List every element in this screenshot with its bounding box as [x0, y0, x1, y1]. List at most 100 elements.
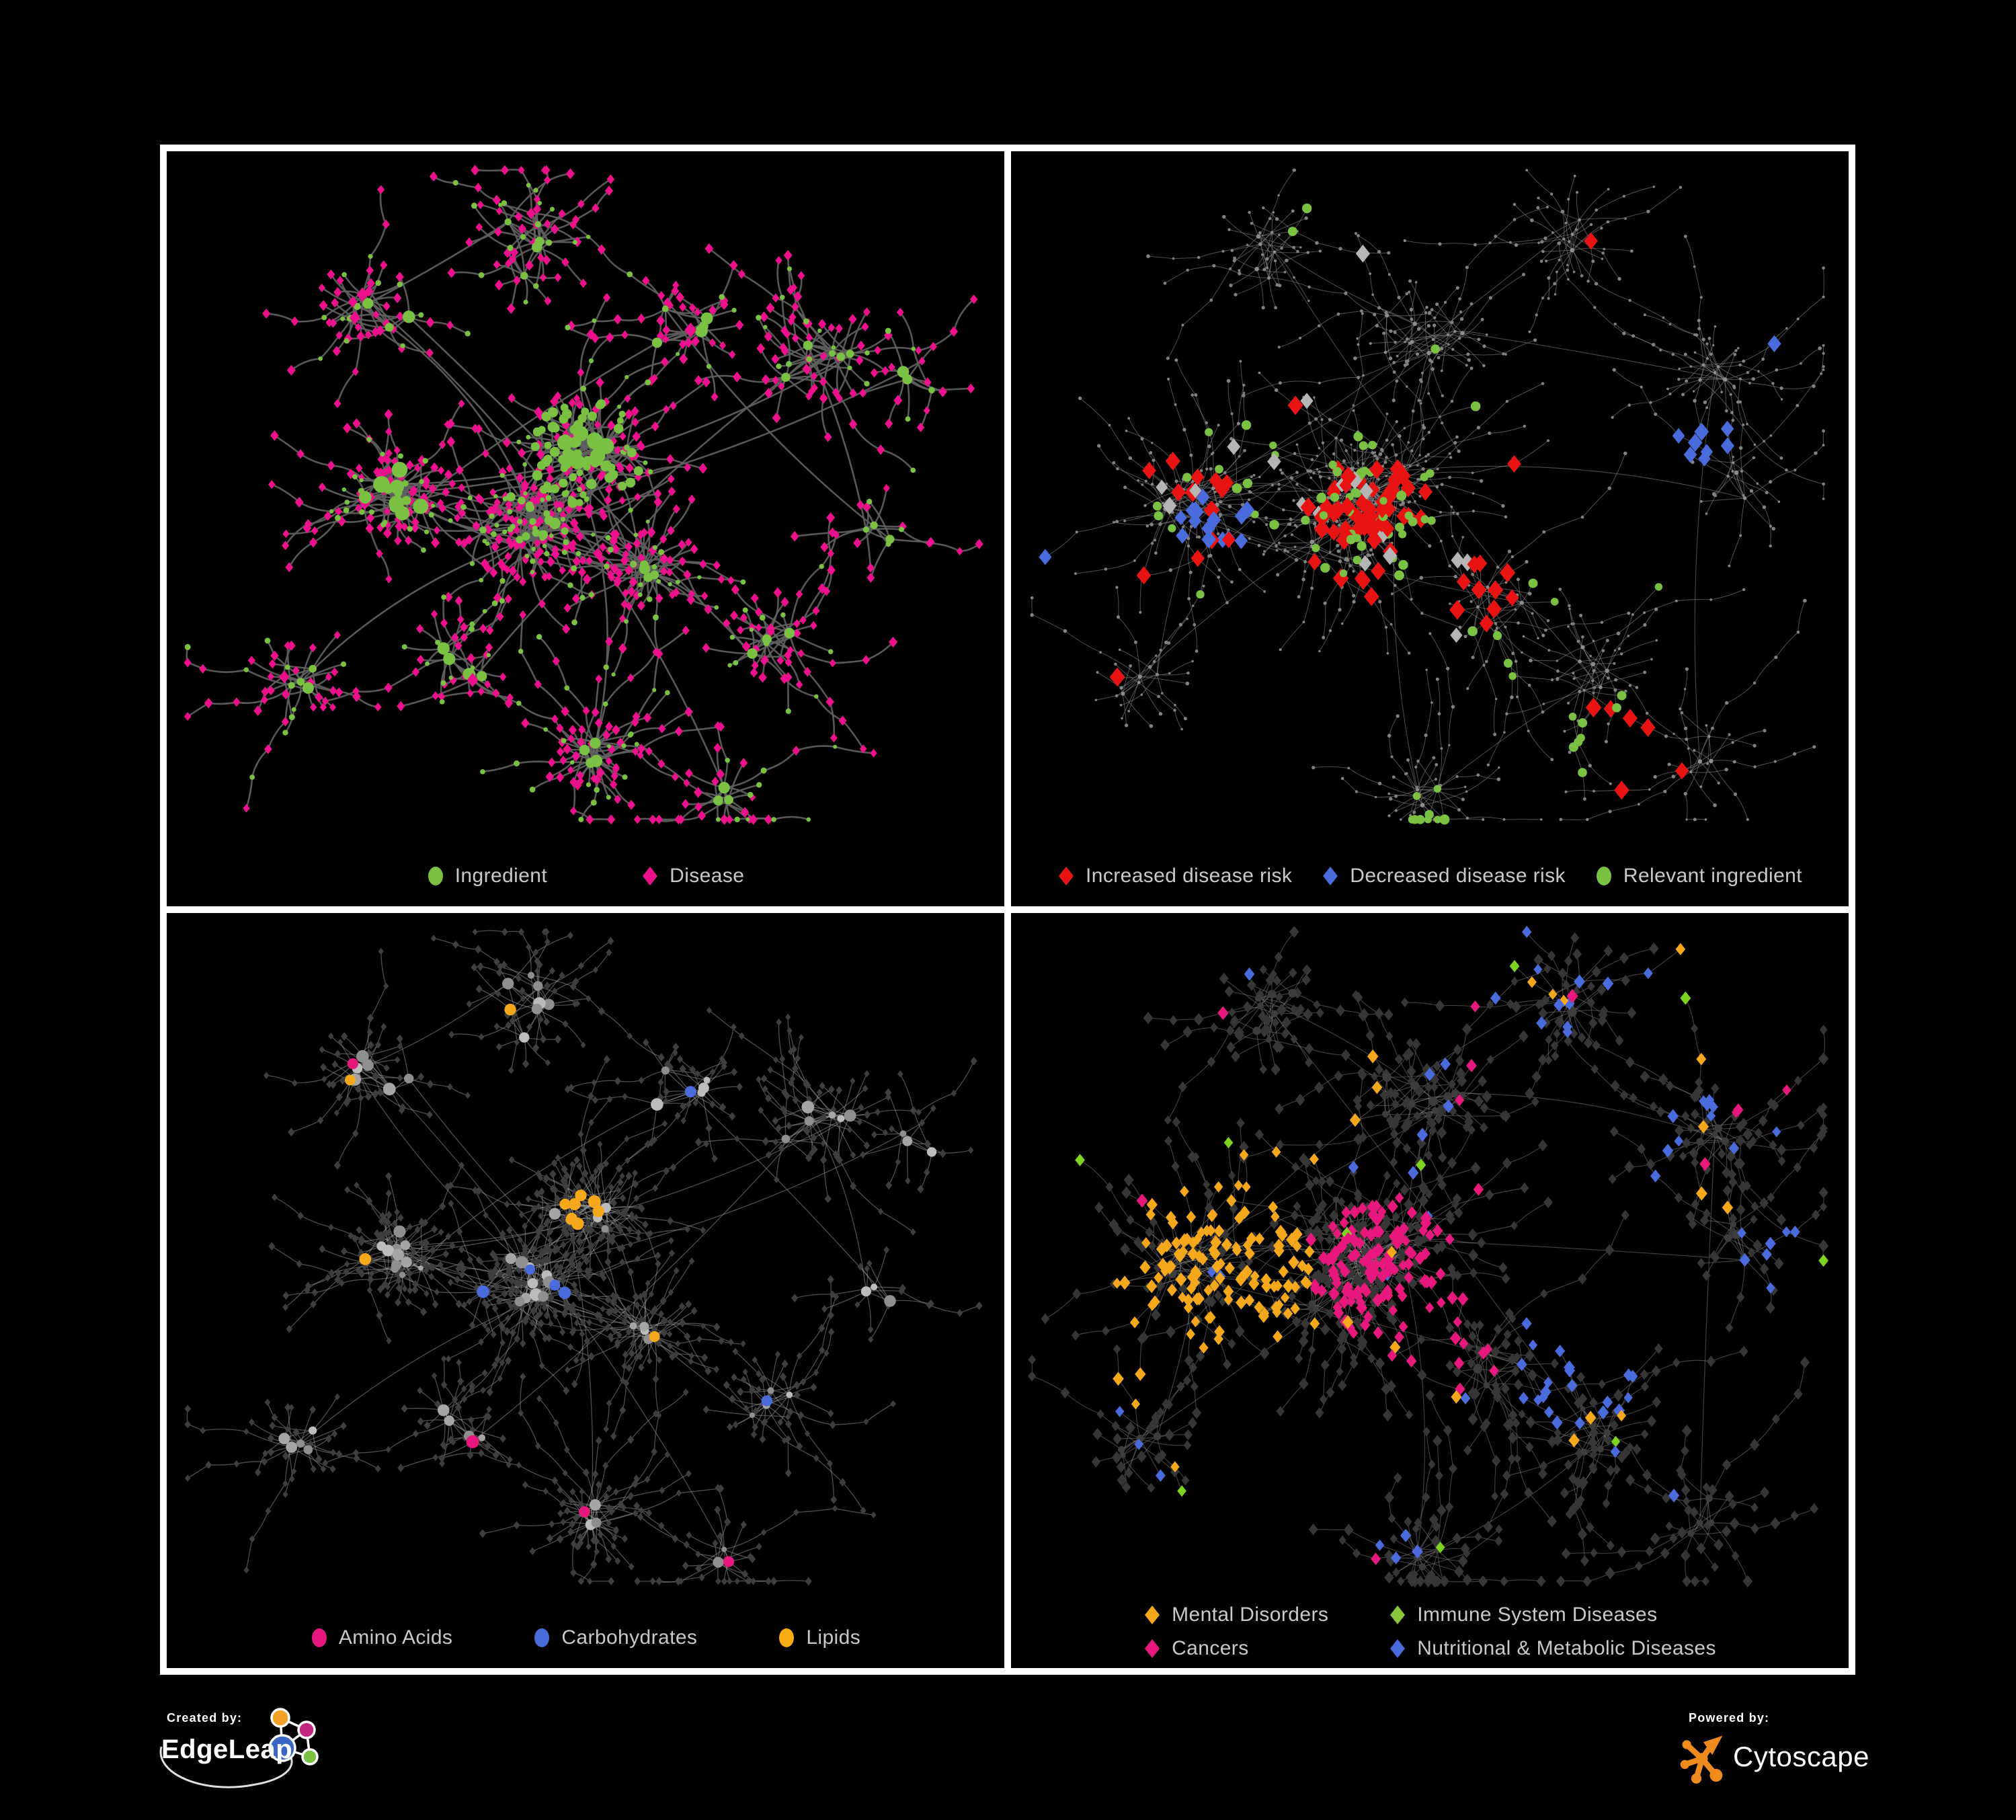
graph-node[interactable]: [1338, 247, 1342, 251]
graph-node[interactable]: [1320, 563, 1330, 573]
cytoscape-branding[interactable]: Cytoscape: [1677, 1729, 1869, 1784]
graph-node[interactable]: [827, 565, 836, 576]
graph-node[interactable]: [374, 1465, 381, 1473]
graph-node[interactable]: [1777, 500, 1781, 503]
graph-node[interactable]: [1819, 1025, 1828, 1035]
graph-node[interactable]: [713, 560, 721, 570]
graph-node[interactable]: [1572, 622, 1575, 625]
graph-node[interactable]: [690, 1306, 698, 1315]
graph-node[interactable]: [1738, 400, 1742, 404]
graph-node[interactable]: [786, 360, 792, 367]
graph-node[interactable]: [1295, 1093, 1305, 1106]
graph-node[interactable]: [1749, 489, 1754, 493]
graph-node[interactable]: [662, 405, 670, 414]
graph-node[interactable]: [533, 188, 538, 193]
graph-node[interactable]: [1188, 1362, 1198, 1373]
graph-node[interactable]: [340, 1421, 347, 1430]
graph-node[interactable]: [1162, 502, 1164, 505]
graph-node[interactable]: [492, 688, 500, 698]
graph-node[interactable]: [578, 1501, 584, 1508]
graph-node[interactable]: [605, 1554, 612, 1563]
graph-node[interactable]: [499, 1434, 507, 1443]
graph-node[interactable]: [534, 957, 540, 965]
graph-node[interactable]: [1443, 1425, 1453, 1436]
graph-node[interactable]: [1666, 1080, 1675, 1091]
graph-node[interactable]: [1458, 625, 1462, 629]
graph-node[interactable]: [1328, 1264, 1339, 1278]
graph-node[interactable]: [1375, 1357, 1385, 1370]
graph-node[interactable]: [243, 1567, 249, 1574]
graph-node[interactable]: [1471, 580, 1487, 600]
graph-node[interactable]: [684, 707, 693, 717]
graph-node[interactable]: [1318, 249, 1322, 253]
graph-node[interactable]: [355, 463, 363, 473]
graph-node[interactable]: [547, 1227, 554, 1236]
graph-node[interactable]: [1594, 282, 1599, 286]
graph-node[interactable]: [1394, 1271, 1405, 1284]
graph-node[interactable]: [483, 1212, 489, 1219]
graph-node[interactable]: [1396, 714, 1400, 718]
graph-node[interactable]: [613, 1526, 619, 1533]
graph-node[interactable]: [1528, 330, 1531, 333]
graph-node[interactable]: [567, 1256, 575, 1265]
graph-node[interactable]: [1583, 1037, 1593, 1049]
graph-node[interactable]: [938, 386, 947, 397]
graph-node[interactable]: [331, 667, 339, 677]
graph-node[interactable]: [1809, 1142, 1818, 1154]
graph-node[interactable]: [1383, 461, 1387, 464]
graph-node[interactable]: [282, 541, 290, 551]
graph-node[interactable]: [499, 598, 506, 604]
graph-node[interactable]: [1213, 1333, 1223, 1345]
graph-node[interactable]: [1248, 1277, 1260, 1291]
graph-node[interactable]: [519, 1032, 530, 1043]
graph-node[interactable]: [1712, 344, 1715, 347]
graph-node[interactable]: [1811, 1210, 1820, 1220]
graph-node[interactable]: [1412, 810, 1416, 814]
graph-node[interactable]: [1459, 310, 1462, 313]
graph-node[interactable]: [1230, 412, 1234, 416]
graph-node[interactable]: [818, 319, 827, 329]
graph-node[interactable]: [1689, 1506, 1699, 1518]
graph-node[interactable]: [1564, 1460, 1573, 1470]
graph-node[interactable]: [827, 1311, 834, 1320]
graph-node[interactable]: [709, 1068, 716, 1076]
graph-node[interactable]: [1328, 1220, 1338, 1232]
graph-node[interactable]: [1681, 1111, 1690, 1121]
graph-node[interactable]: [385, 574, 393, 584]
graph-node[interactable]: [1765, 1236, 1776, 1251]
graph-node[interactable]: [1344, 291, 1348, 295]
graph-node[interactable]: [531, 1003, 542, 1015]
graph-node[interactable]: [1374, 795, 1377, 799]
graph-node[interactable]: [1440, 747, 1443, 750]
graph-node[interactable]: [608, 1577, 614, 1585]
graph-node[interactable]: [292, 666, 300, 675]
graph-node[interactable]: [262, 308, 271, 319]
graph-node[interactable]: [1544, 628, 1547, 632]
edgeleap-logo-graphic[interactable]: [151, 1704, 366, 1819]
graph-node[interactable]: [647, 526, 656, 538]
graph-node[interactable]: [268, 1242, 276, 1251]
graph-node[interactable]: [603, 1493, 610, 1501]
graph-node[interactable]: [1357, 376, 1361, 379]
graph-node[interactable]: [827, 549, 834, 558]
graph-node[interactable]: [676, 292, 684, 303]
graph-node[interactable]: [583, 1337, 590, 1345]
graph-node[interactable]: [1329, 1210, 1339, 1222]
graph-node[interactable]: [1494, 235, 1498, 238]
graph-node[interactable]: [733, 371, 741, 383]
graph-node[interactable]: [1683, 352, 1687, 356]
graph-node[interactable]: [392, 1249, 405, 1261]
graph-node[interactable]: [828, 1111, 836, 1119]
graph-node[interactable]: [1709, 598, 1713, 601]
graph-node[interactable]: [1386, 1312, 1394, 1322]
graph-node[interactable]: [1352, 1548, 1361, 1558]
graph-node[interactable]: [1598, 1379, 1606, 1389]
graph-node[interactable]: [1404, 511, 1413, 520]
graph-node[interactable]: [1412, 792, 1421, 800]
graph-node[interactable]: [1696, 1542, 1706, 1554]
graph-node[interactable]: [1304, 1058, 1313, 1068]
graph-node[interactable]: [599, 542, 607, 552]
graph-node[interactable]: [456, 1228, 463, 1236]
graph-node[interactable]: [1730, 1221, 1736, 1228]
graph-node[interactable]: [1116, 1461, 1126, 1473]
